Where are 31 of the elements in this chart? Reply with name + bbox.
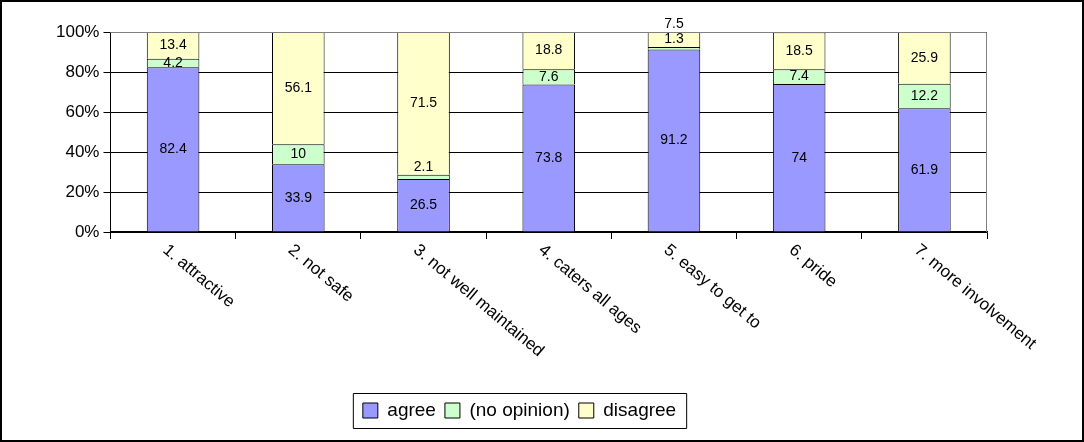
data-label: 2.1 [413,157,434,174]
data-label: 7.6 [539,67,559,84]
y-tick-label: 100% [56,21,100,41]
x-tick-label: 2. not safe [284,240,358,306]
y-tick-label: 40% [65,141,100,161]
data-label: 82.4 [159,140,187,157]
data-label: 18.8 [535,41,563,58]
data-label: 73.8 [535,148,563,165]
data-label: 91.2 [660,131,688,148]
data-label: 10 [290,145,307,162]
data-label: 71.5 [409,94,438,111]
data-label: 61.9 [910,160,939,177]
y-tick-label: 80% [65,61,100,81]
legend-label: (no opinion) [469,398,570,420]
x-tick-label: 5. easy to get to [660,240,766,333]
y-tick-label: 60% [65,101,100,121]
data-label: 7.4 [789,67,810,84]
data-label: 26.5 [409,196,438,213]
legend-label: agree [387,398,436,420]
data-label: 12.2 [910,86,939,103]
data-label: 33.9 [284,188,313,205]
data-label: 13.4 [159,36,187,53]
legend-label: disagree [603,398,677,420]
y-tick-label: 0% [74,221,100,241]
data-label: 1.3 [664,29,684,46]
data-label: 18.5 [785,41,814,58]
data-label: 25.9 [910,48,939,65]
data-label: 74 [791,148,808,165]
y-tick-label: 20% [65,181,100,201]
data-label: 56.1 [284,78,313,95]
data-label: 7.5 [664,14,684,31]
